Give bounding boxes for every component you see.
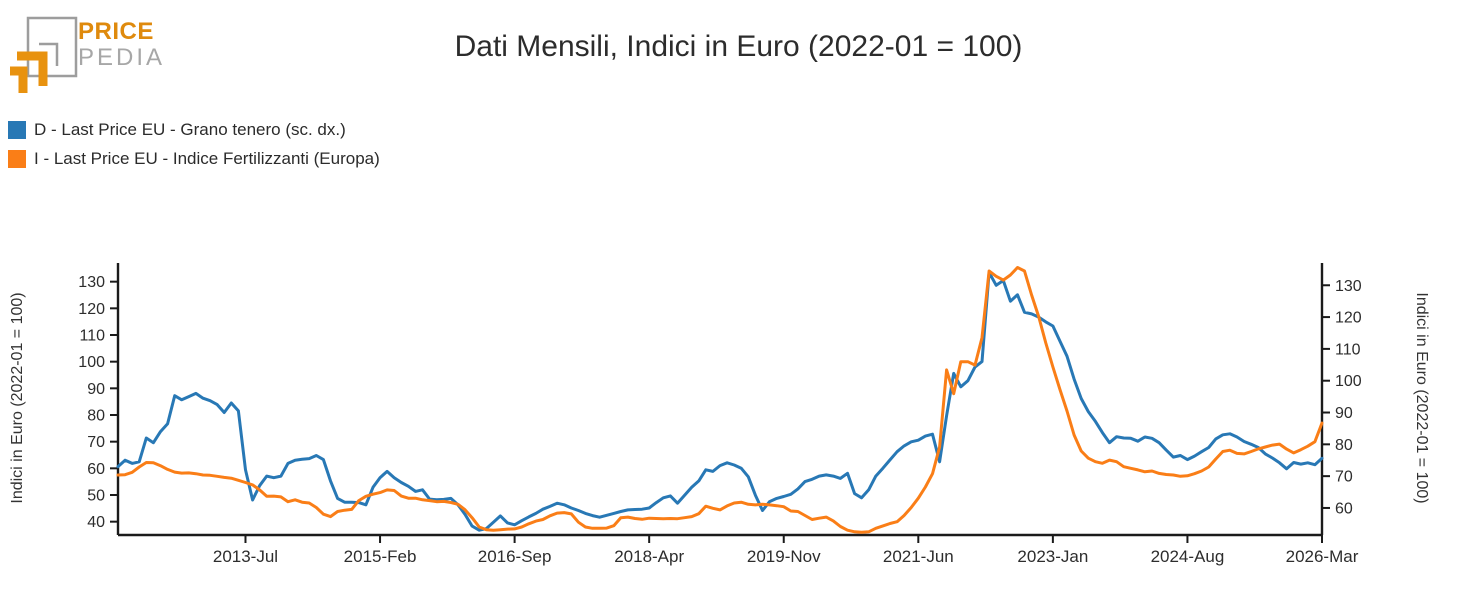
pricepedia-logo-icon	[10, 16, 78, 93]
left-axis-tick-label: 60	[87, 461, 105, 478]
legend-item-indice-fertilizzanti: I - Last Price EU - Indice Fertilizzanti…	[8, 149, 380, 169]
x-axis-tick-label: 2013-Jul	[213, 547, 278, 566]
right-axis-tick-label: 60	[1335, 500, 1353, 517]
pricepedia-logo: PRICE PEDIA	[8, 6, 248, 101]
left-axis-tick-label: 90	[87, 381, 105, 398]
right-axis-tick-label: 70	[1335, 469, 1353, 486]
legend-item-grano-tenero: D - Last Price EU - Grano tenero (sc. dx…	[8, 120, 380, 140]
x-axis-tick-label: 2023-Jan	[1017, 547, 1088, 566]
left-axis-tick-label: 50	[87, 488, 105, 505]
left-axis-tick-label: 100	[78, 354, 105, 371]
x-axis-tick-label: 2016-Sep	[478, 547, 552, 566]
left-axis-tick-label: 70	[87, 434, 105, 451]
legend-label: D - Last Price EU - Grano tenero (sc. dx…	[34, 120, 346, 139]
logo-text-pedia: PEDIA	[78, 44, 166, 71]
x-axis-tick-label: 2015-Feb	[344, 547, 417, 566]
logo-text: PRICE PEDIA	[78, 20, 165, 70]
left-axis-tick-label: 130	[78, 274, 105, 291]
right-axis-tick-label: 100	[1335, 373, 1362, 390]
chart-legend: D - Last Price EU - Grano tenero (sc. dx…	[8, 120, 380, 178]
legend-swatch-indice-fertilizzanti	[8, 150, 26, 168]
x-axis-tick-label: 2024-Aug	[1151, 547, 1225, 566]
legend-swatch-grano-tenero	[8, 121, 26, 139]
right-axis-tick-label: 110	[1335, 341, 1361, 358]
series-line-grano-tenero	[116, 271, 1324, 532]
legend-label: I - Last Price EU - Indice Fertilizzanti…	[34, 149, 380, 168]
chart-title: Dati Mensili, Indici in Euro (2022-01 = …	[454, 30, 1023, 63]
x-axis-tick-label: 2021-Jun	[883, 547, 954, 566]
right-axis-tick-label: 90	[1335, 405, 1353, 422]
x-axis-tick-label: 2026-Mar	[1286, 547, 1359, 566]
left-axis-tick-label: 80	[87, 408, 105, 425]
x-axis-tick-label: 2018-Apr	[614, 547, 684, 566]
right-axis-tick-label: 80	[1335, 437, 1353, 454]
left-axis-tick-label: 110	[79, 328, 105, 345]
right-axis-tick-label: 120	[1335, 310, 1362, 327]
left-axis-tick-label: 120	[78, 301, 105, 318]
right-axis-tick-label: 130	[1335, 278, 1362, 295]
left-axis-tick-label: 40	[87, 514, 105, 531]
logo-text-price: PRICE	[78, 18, 154, 45]
series-line-indice-fertilizzanti	[116, 266, 1324, 534]
x-axis-tick-label: 2019-Nov	[747, 547, 821, 566]
